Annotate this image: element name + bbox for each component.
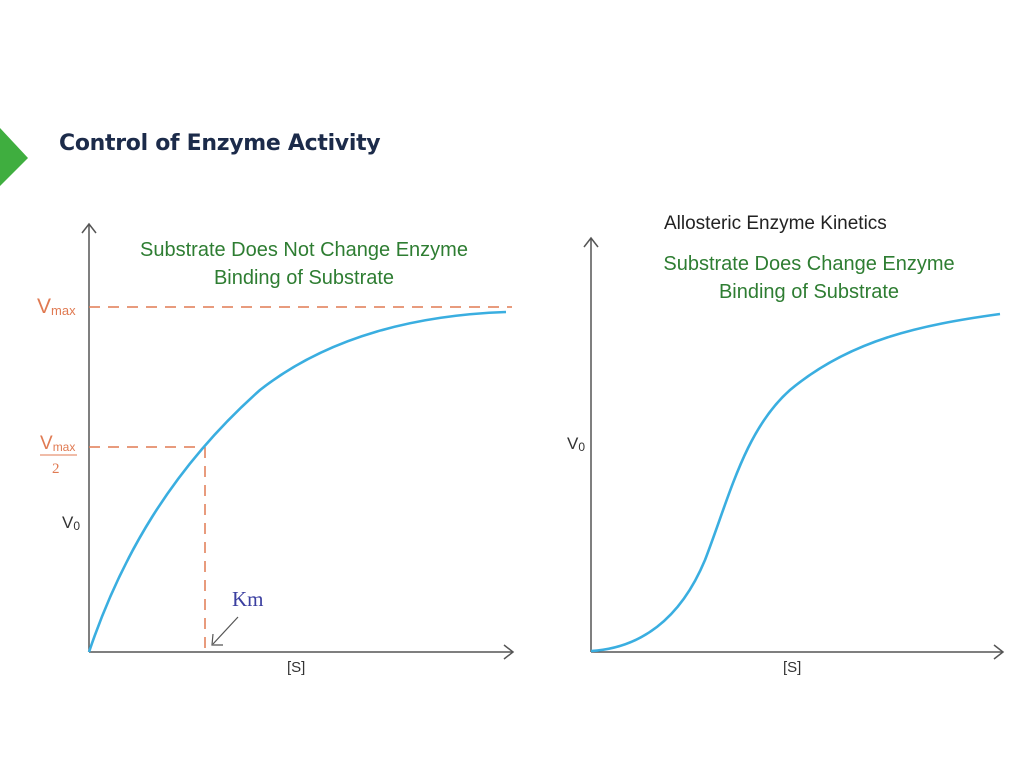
right-y-axis-label-v: V (567, 434, 579, 453)
left-caption-line-1: Substrate Does Not Change Enzyme (140, 239, 468, 261)
left-y-axis-label-v: V (62, 513, 74, 532)
km-label: Km (232, 587, 264, 611)
half-vmax-label: Vmax (40, 433, 75, 454)
right-y-axis-arrowhead (583, 236, 599, 248)
right-x-axis-label: [S] (783, 659, 801, 676)
left-chart-caption: Substrate Does Not Change Enzyme Binding… (96, 236, 512, 292)
right-chart: Allosteric Enzyme Kinetics V0 [S] (567, 213, 1005, 676)
left-y-axis-arrowhead (81, 222, 97, 234)
left-y-axis-label: V0 (62, 513, 80, 533)
left-x-axis-arrowhead (503, 644, 515, 660)
slide-marker-arrow (0, 128, 28, 186)
left-y-axis-label-sub: 0 (73, 519, 80, 533)
vmax-label: Vmax (37, 295, 76, 318)
left-caption-line-2: Binding of Substrate (213, 267, 395, 289)
right-y-axis-label-sub: 0 (578, 440, 585, 454)
right-chart-caption: Substrate Does Change Enzyme Binding of … (612, 250, 1006, 306)
left-x-axis-label: [S] (287, 659, 305, 676)
half-vmax-label-sub: max (53, 440, 76, 454)
sigmoid-curve (590, 312, 1001, 653)
right-x-axis-arrowhead (993, 644, 1005, 660)
michaelis-menten-curve (87, 310, 507, 653)
right-caption-line-2: Binding of Substrate (718, 281, 900, 303)
left-chart: Vmax Vmax 2 V0 [S] Km (37, 222, 515, 676)
slide-title: Control of Enzyme Activity (59, 131, 381, 156)
km-pointer-arrow (212, 616, 239, 645)
half-vmax-label-v: V (40, 433, 53, 454)
half-vmax-denominator: 2 (52, 461, 60, 477)
km-pointer-arrowhead (211, 633, 223, 646)
vmax-label-sub: max (51, 303, 76, 318)
right-y-axis-label: V0 (567, 434, 585, 454)
right-caption-line-1: Substrate Does Change Enzyme (663, 253, 955, 275)
right-chart-title: Allosteric Enzyme Kinetics (664, 213, 887, 234)
vmax-label-v: V (37, 295, 51, 318)
